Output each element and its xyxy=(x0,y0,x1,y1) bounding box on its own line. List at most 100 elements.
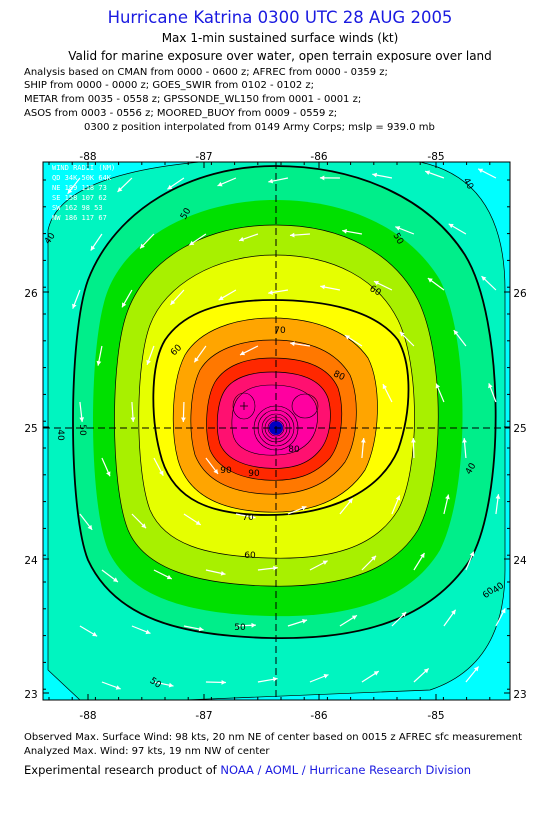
x-tick-bottom-0: -88 xyxy=(79,710,96,722)
wind-radii-row-ne: NE 189 118 73 xyxy=(52,184,107,192)
observed-max-wind: Observed Max. Surface Wind: 98 kts, 20 n… xyxy=(24,732,523,743)
y-tick-left-1: 25 xyxy=(24,423,37,435)
wind-vector-head xyxy=(92,631,98,637)
wind-vector-head xyxy=(273,565,278,571)
wind-vector-head xyxy=(217,181,223,187)
wind-vector-head xyxy=(90,245,96,251)
chart-subtitle: Max 1-min sustained surface winds (kt) xyxy=(161,31,399,45)
wind-vector-head xyxy=(478,168,484,173)
contour-label: 70 xyxy=(274,326,286,336)
wind-vector-head xyxy=(181,417,186,422)
wind-vector-head xyxy=(373,671,379,676)
wind-vector-head xyxy=(141,523,147,529)
wind-radii-columns: QD 34K 50K 64K xyxy=(52,174,112,182)
wind-vector-head xyxy=(79,417,85,422)
wind-vector-head xyxy=(117,187,123,192)
wind-vector-head xyxy=(290,341,295,347)
wind-vector-head xyxy=(67,188,73,194)
wind-vector-head xyxy=(220,570,226,576)
wind-vector-head xyxy=(342,228,347,234)
contour-label: 50 xyxy=(77,424,87,436)
contour-label: 40 xyxy=(55,429,65,441)
wind-vector-head xyxy=(425,170,431,175)
wind-vector-head xyxy=(87,524,93,530)
wind-vector-head xyxy=(323,674,329,679)
wind-vector-head xyxy=(373,281,379,286)
wind-vector-head xyxy=(469,551,475,557)
wind-vector-head xyxy=(395,495,401,501)
x-tick-top-3: -85 xyxy=(427,151,444,163)
wind-vector-head xyxy=(351,615,357,620)
wind-vector-head xyxy=(167,184,173,190)
axis-ticks xyxy=(43,162,510,700)
wind-vector-head xyxy=(320,284,326,290)
analysis-line-4: ASOS from 0003 - 0556 z; MOORED_BUOY fro… xyxy=(24,108,338,119)
contour-label: 80 xyxy=(288,445,300,455)
hrd-link[interactable]: NOAA / AOML / Hurricane Research Divisio… xyxy=(220,763,472,777)
y-tick-left-0: 26 xyxy=(24,288,38,300)
wind-vector-head xyxy=(481,276,487,281)
credit-prefix: Experimental research product of xyxy=(24,763,217,777)
wind-vector-head xyxy=(501,608,506,614)
contour-label: 60 xyxy=(244,551,256,561)
x-tick-bottom-2: -86 xyxy=(310,710,327,722)
wind-vector-head xyxy=(106,471,111,477)
wind-vector-head xyxy=(130,417,136,422)
wind-vector-head xyxy=(427,278,433,283)
wind-vector-head xyxy=(462,438,467,443)
wind-vector-head xyxy=(453,330,459,336)
wind-vector-head xyxy=(345,335,351,340)
plot-frame xyxy=(42,161,511,701)
wind-vector-head xyxy=(495,494,501,499)
wind-vector-head xyxy=(302,619,308,624)
contour-label: 90 xyxy=(220,466,232,476)
local-max-nw xyxy=(232,392,256,420)
x-tick-bottom-1: -87 xyxy=(195,710,212,722)
wind-vector-head xyxy=(272,676,278,682)
wind-radii-row-nw: NW 186 117 67 xyxy=(52,214,107,222)
contour-label: 90 xyxy=(248,469,260,479)
wind-vector-head xyxy=(140,243,145,249)
wind-vector-head xyxy=(445,494,450,500)
wind-vector-head xyxy=(170,299,176,305)
wind-vector-head xyxy=(189,240,195,246)
wind-vector-head xyxy=(382,384,388,390)
contour-label: 50 xyxy=(234,623,246,633)
wind-vector-head xyxy=(395,226,401,231)
chart-title: Hurricane Katrina 0300 UTC 28 AUG 2005 xyxy=(107,8,453,27)
y-tick-right-3: 23 xyxy=(513,689,526,701)
x-tick-top-1: -87 xyxy=(195,151,212,163)
analysis-line-1: Analysis based on CMAN from 0000 - 0600 … xyxy=(24,67,388,78)
wind-vector-head xyxy=(213,468,219,474)
wind-vector-head xyxy=(488,383,493,389)
position-note: 0300 z position interpolated from 0149 A… xyxy=(84,122,435,133)
x-tick-top-0: -88 xyxy=(79,151,96,163)
wind-vector-head xyxy=(122,302,127,308)
contour-label: 80 xyxy=(332,369,347,383)
y-tick-left-3: 23 xyxy=(24,689,37,701)
wind-vector-head xyxy=(448,223,454,229)
wind-vector-head xyxy=(159,470,164,476)
wind-vector-head xyxy=(115,685,121,690)
wind-vector-head xyxy=(145,629,151,635)
wind-vectors xyxy=(67,168,506,690)
wind-vector-head xyxy=(268,178,274,184)
wind-vector-head xyxy=(372,172,378,178)
credit-line: Experimental research product of NOAA / … xyxy=(24,763,471,777)
analyzed-max-wind: Analyzed Max. Wind: 97 kts, 19 nm NW of … xyxy=(24,746,270,757)
wind-vector-head xyxy=(451,609,456,615)
wind-vector-head xyxy=(301,505,307,511)
wind-vector-head xyxy=(360,438,366,443)
wind-vector-head xyxy=(289,232,295,238)
wind-vector-head xyxy=(113,577,118,582)
y-tick-left-2: 24 xyxy=(24,555,38,567)
analysis-line-3: METAR from 0035 - 0558 z; GPSSONDE_WL150… xyxy=(24,94,362,105)
wind-vector-head xyxy=(194,357,199,363)
y-tick-right-2: 24 xyxy=(513,555,527,567)
x-tick-top-2: -86 xyxy=(310,151,327,163)
wind-radii-row-sw: SW 162 98 53 xyxy=(52,204,103,212)
wind-vector-head xyxy=(401,612,407,617)
wind-radii-header: WIND RADII (NM) xyxy=(52,164,115,172)
chart-validity-note: Valid for marine exposure over water, op… xyxy=(68,49,492,63)
